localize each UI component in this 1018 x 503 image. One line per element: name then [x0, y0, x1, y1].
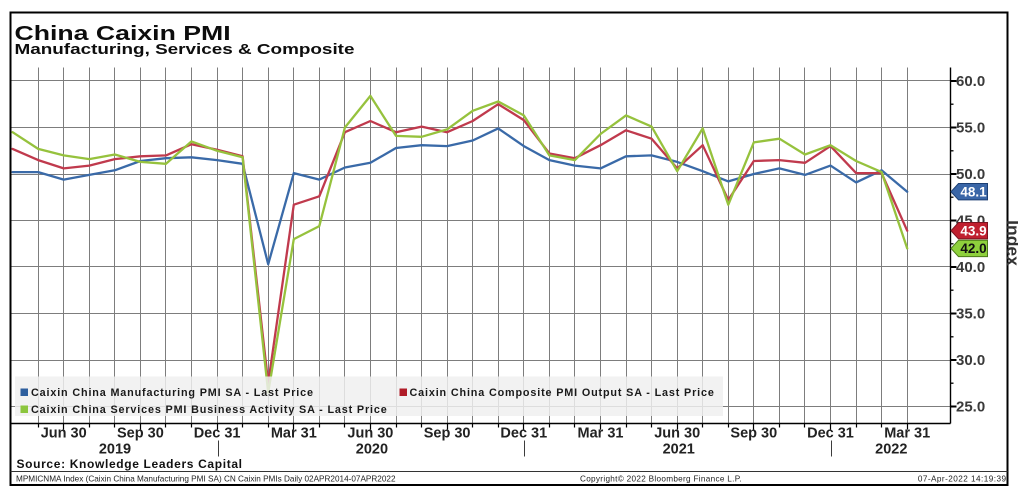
svg-text:Sep 30: Sep 30: [424, 426, 471, 442]
svg-text:Dec 31: Dec 31: [807, 426, 854, 442]
svg-text:2022: 2022: [875, 442, 907, 458]
svg-text:25.0: 25.0: [956, 399, 985, 416]
svg-text:2021: 2021: [663, 442, 695, 458]
svg-text:MPMICNMA Index (Caixin China M: MPMICNMA Index (Caixin China Manufacturi…: [16, 475, 396, 484]
svg-text:42.0: 42.0: [960, 241, 986, 256]
svg-text:43.9: 43.9: [960, 224, 986, 239]
svg-text:Jun 30: Jun 30: [654, 426, 700, 442]
svg-text:Jun 30: Jun 30: [41, 426, 87, 442]
svg-text:Mar 31: Mar 31: [884, 426, 930, 442]
svg-text:Jun 30: Jun 30: [347, 426, 393, 442]
svg-text:2019: 2019: [99, 442, 131, 458]
svg-text:40.0: 40.0: [956, 259, 985, 276]
svg-text:60.0: 60.0: [956, 73, 985, 90]
svg-text:Sep 30: Sep 30: [730, 426, 777, 442]
svg-text:07-Apr-2022 14:19:39: 07-Apr-2022 14:19:39: [918, 475, 1007, 484]
svg-text:Manufacturing, Services & Comp: Manufacturing, Services & Composite: [15, 41, 355, 58]
svg-text:30.0: 30.0: [956, 352, 985, 369]
svg-text:Sep 30: Sep 30: [117, 426, 164, 442]
svg-text:48.1: 48.1: [960, 185, 987, 200]
svg-text:50.0: 50.0: [956, 166, 985, 183]
svg-text:Mar 31: Mar 31: [271, 426, 317, 442]
svg-text:Dec 31: Dec 31: [194, 426, 241, 442]
svg-text:35.0: 35.0: [956, 306, 985, 323]
svg-text:China Caixin PMI: China Caixin PMI: [15, 22, 231, 45]
svg-text:Mar 31: Mar 31: [578, 426, 624, 442]
svg-text:Source: Knowledge Leaders Capi: Source: Knowledge Leaders Capital: [17, 457, 243, 471]
svg-text:Caixin China Services PMI Busi: Caixin China Services PMI Business Activ…: [31, 404, 388, 416]
svg-text:2020: 2020: [356, 442, 388, 458]
svg-text:Index: Index: [1003, 220, 1018, 266]
svg-text:Caixin China Composite PMI Out: Caixin China Composite PMI Output SA - L…: [410, 387, 715, 399]
svg-text:Dec 31: Dec 31: [500, 426, 547, 442]
svg-text:55.0: 55.0: [956, 120, 985, 137]
svg-text:Caixin China Manufacturing PMI: Caixin China Manufacturing PMI SA - Last…: [31, 387, 314, 399]
svg-text:Copyright© 2022 Bloomberg Fina: Copyright© 2022 Bloomberg Finance L.P.: [580, 475, 742, 484]
